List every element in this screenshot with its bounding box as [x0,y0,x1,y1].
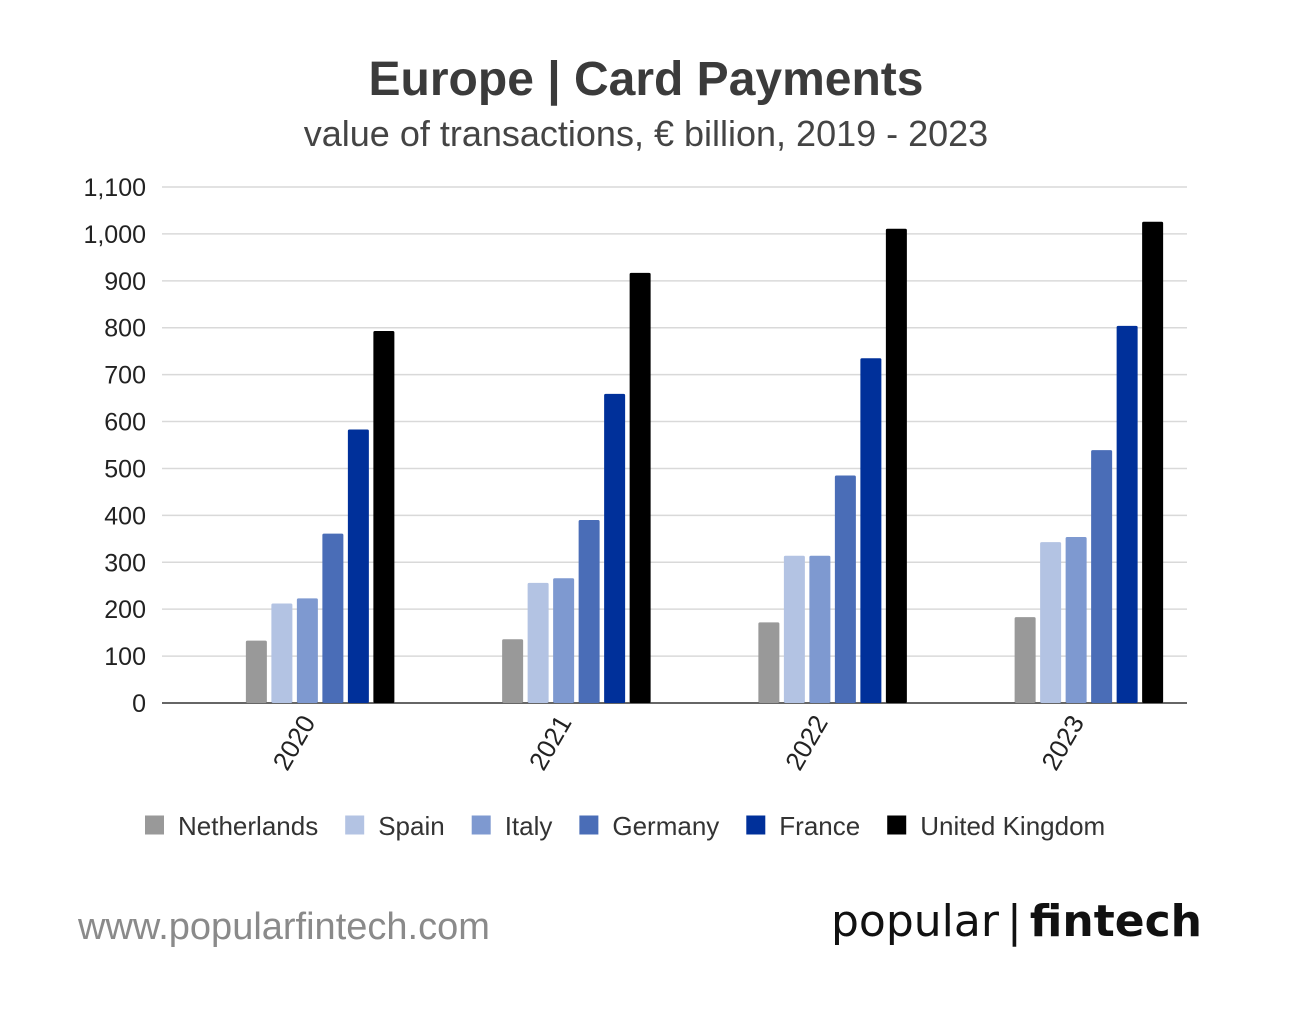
bar-france-2020 [347,429,369,703]
x-tick-label: 2020 [266,710,321,775]
y-tick-label: 200 [104,596,146,624]
bar-france-2023 [1116,325,1138,703]
legend-swatch-italy [471,815,491,835]
legend-swatch-spain [345,815,365,835]
y-tick-label: 400 [104,502,146,530]
legend-swatch-france [746,815,766,835]
bar-netherlands-2022 [758,622,780,703]
bar-france-2021 [604,393,626,703]
chart-subtitle: value of transactions, € billion, 2019 -… [304,113,988,154]
y-tick-label: 0 [132,690,146,718]
x-tick-label: 2021 [523,710,578,775]
brand-separator: | [1006,896,1022,947]
bar-united-kingdom-2023 [1142,221,1164,704]
x-tick-label: 2023 [1035,710,1090,775]
legend-swatch-germany [579,815,599,835]
legend-label: United Kingdom [920,811,1105,841]
bar-italy-2022 [809,555,831,703]
bar-spain-2021 [527,582,549,703]
x-tick-label: 2022 [779,710,834,775]
bar-germany-2020 [322,533,344,703]
legend-label: Netherlands [178,811,318,841]
bar-france-2022 [860,358,882,703]
legend-swatch-united-kingdom [887,815,907,835]
bar-united-kingdom-2020 [373,331,395,703]
brand-text-popular: popular [831,896,999,947]
bar-italy-2020 [296,598,318,703]
bar-united-kingdom-2022 [885,228,907,703]
brand-logo: popular | fintech [831,896,1202,947]
bar-italy-2023 [1065,536,1087,703]
bar-netherlands-2021 [502,639,524,703]
bar-germany-2023 [1091,450,1113,703]
y-tick-label: 300 [104,549,146,577]
bar-netherlands-2023 [1014,617,1036,703]
bar-united-kingdom-2021 [629,272,651,703]
y-tick-label: 600 [104,409,146,437]
legend-label: Spain [378,811,445,841]
legend-label: Italy [505,811,553,841]
y-tick-label: 700 [104,362,146,390]
legend-label: Germany [612,811,719,841]
bar-spain-2022 [783,555,805,703]
legend-swatch-netherlands [145,815,164,835]
bar-netherlands-2020 [245,640,267,703]
bar-germany-2022 [834,475,856,703]
brand-text-fintech: fintech [1029,896,1202,947]
bar-italy-2021 [553,578,575,703]
y-tick-label: 1,100 [83,174,146,202]
chart-title: Europe | Card Payments [369,53,924,106]
legend-label: France [779,811,860,841]
website-url: www.popularfintech.com [78,906,490,948]
y-tick-label: 900 [104,268,146,296]
bar-germany-2021 [578,520,600,703]
y-tick-label: 800 [104,315,146,343]
y-tick-label: 100 [104,643,146,671]
y-tick-label: 1,000 [83,221,146,249]
bar-spain-2020 [271,603,293,703]
y-tick-label: 500 [104,455,146,483]
bar-spain-2023 [1040,542,1062,703]
